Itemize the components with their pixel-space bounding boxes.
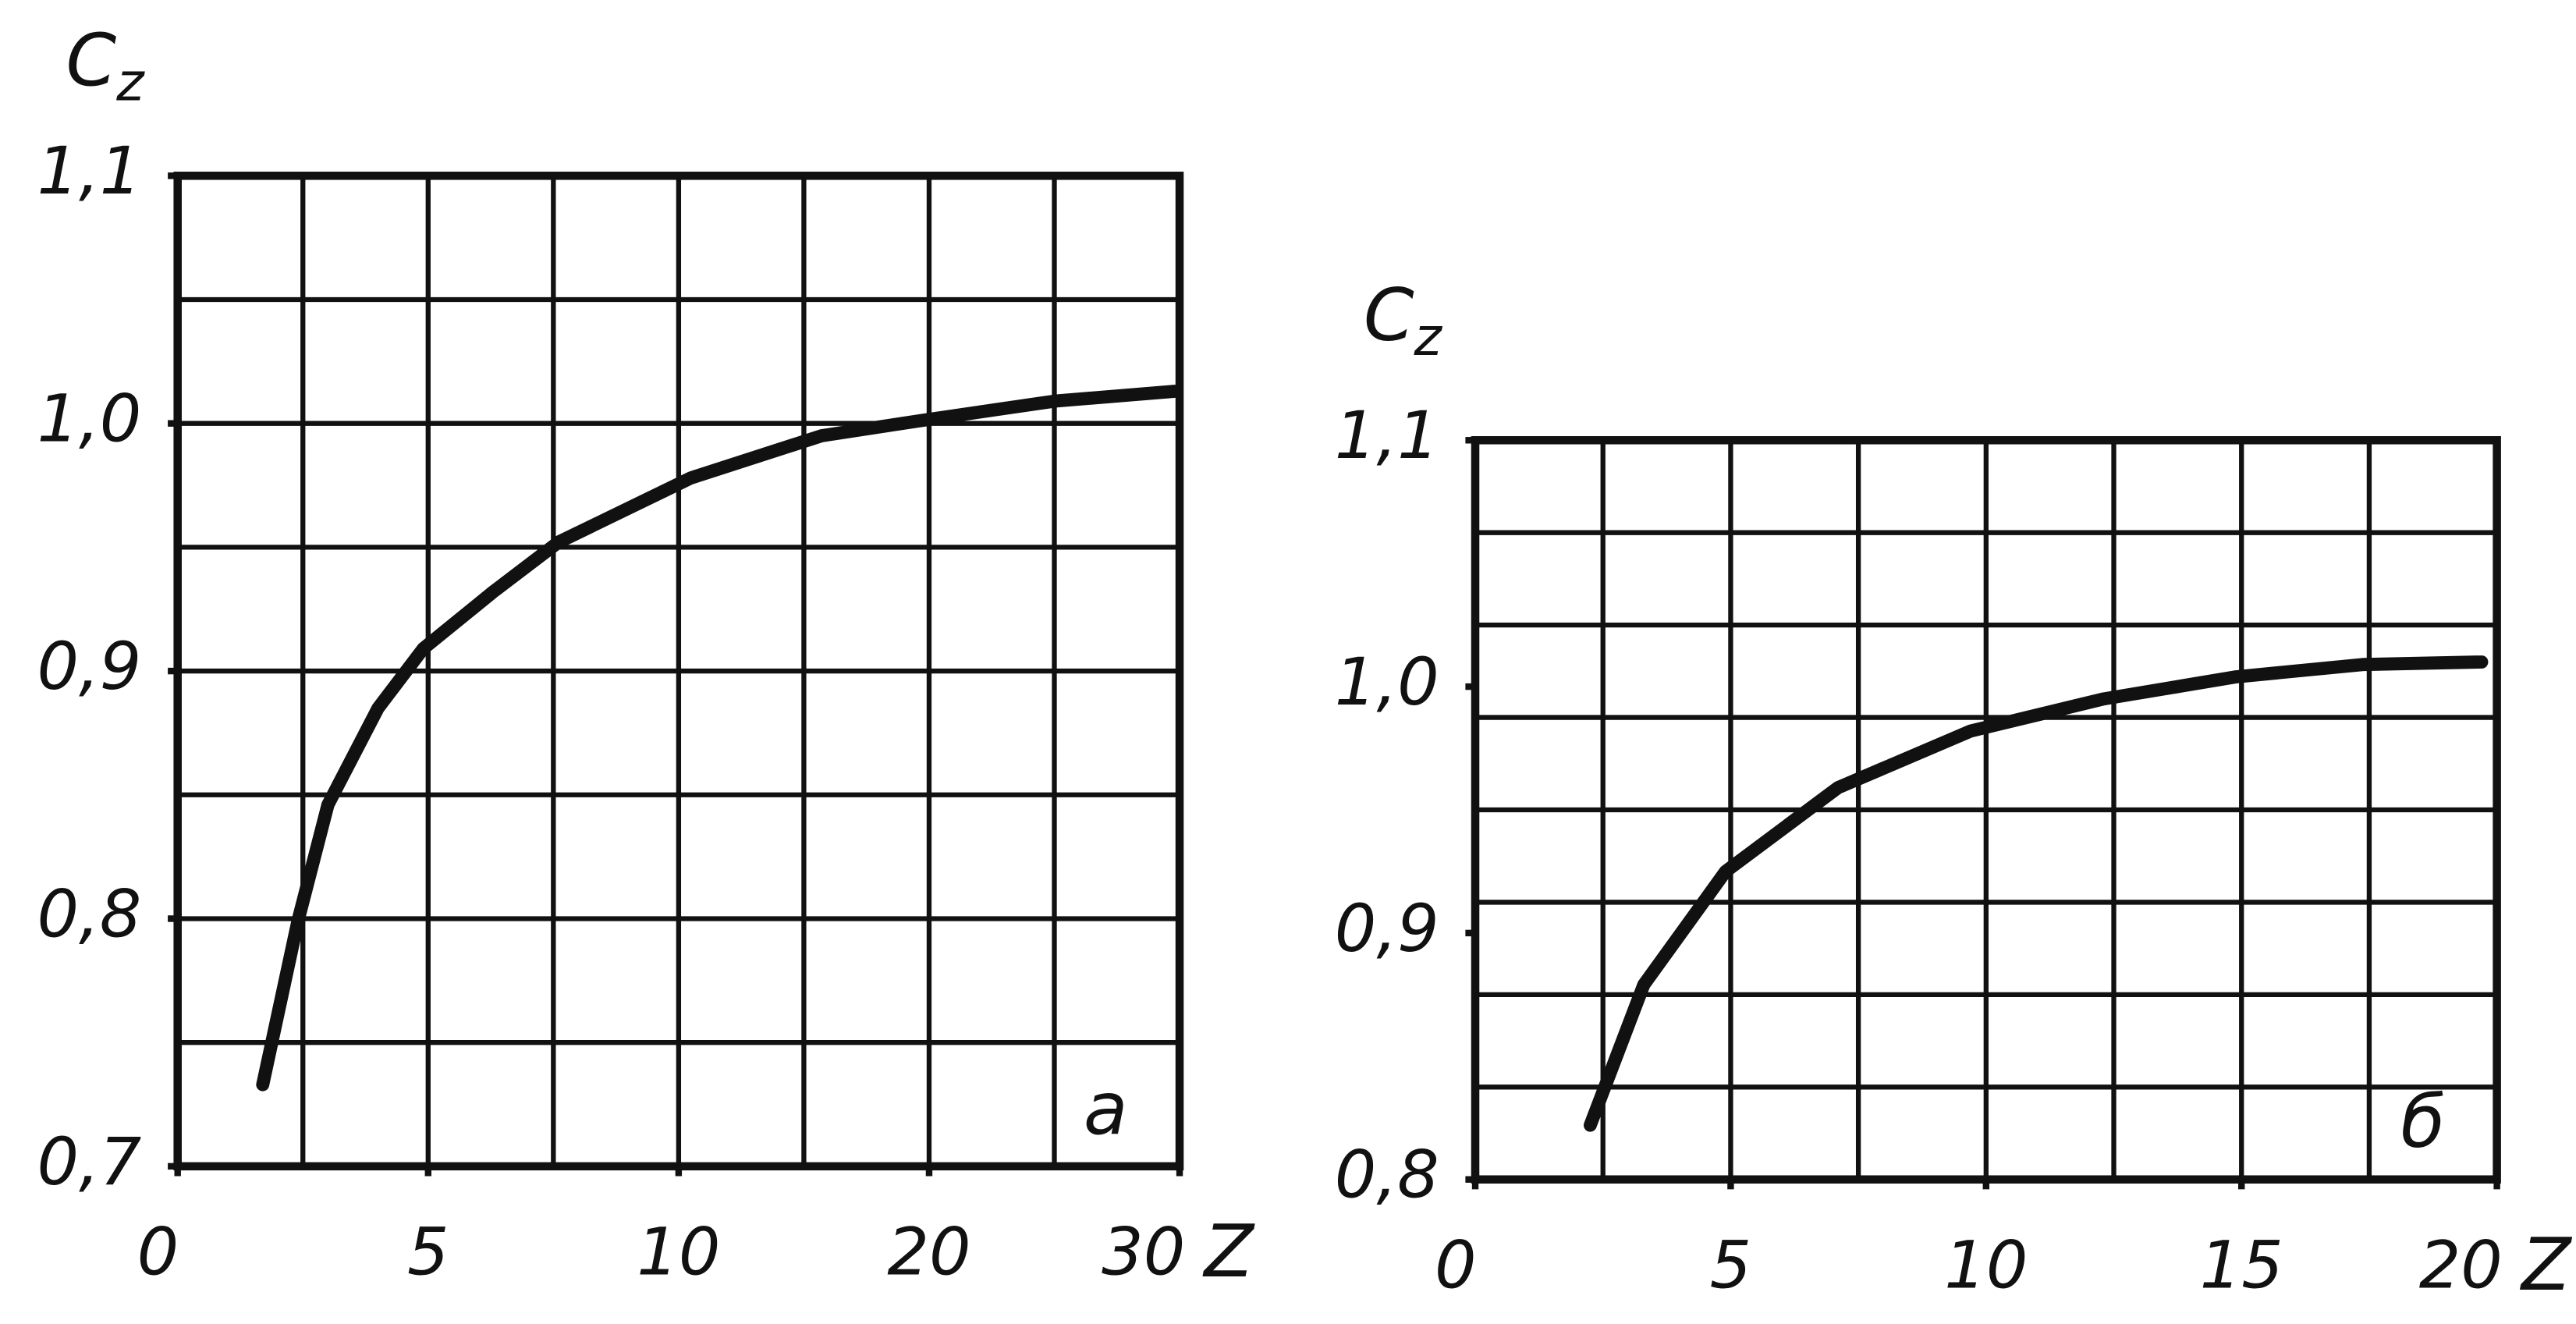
y-tick-label: 0,9 [37,628,141,705]
x-tick-label: 5 [1710,1226,1752,1303]
y-axis-label: Cz [66,19,146,112]
y-tick-label: 1,1 [1335,397,1439,474]
x-tick-label: 0 [137,1214,179,1290]
x-axis-label: Z [2519,1223,2573,1307]
x-tick-label: 0 [1435,1226,1477,1303]
x-axis-label: Z [1201,1209,1255,1294]
x-tick-label: 10 [637,1214,720,1290]
y-tick-label: 0,7 [37,1123,141,1200]
y-axis-label-sub: z [115,51,145,112]
y-axis-label-main: C [1364,273,1414,357]
x-tick-label: 20 [887,1214,970,1290]
y-tick-label: 1,1 [37,133,141,209]
y-tick-label: 0,8 [37,875,141,952]
panel-label: б [2400,1080,2445,1164]
y-tick-label: 1,0 [1335,644,1439,720]
panel-label: а [1084,1067,1128,1151]
x-tick-label: 15 [2200,1226,2283,1303]
y-axis-label-main: C [66,19,117,103]
y-tick-label: 1,0 [37,381,141,457]
y-axis-label-sub: z [1414,305,1443,367]
data-line [256,385,1182,1092]
x-tick-label: 20 [2419,1226,2503,1303]
x-tick-label: 10 [1944,1226,2028,1303]
x-tick-label: 5 [407,1214,449,1290]
data-line [1583,655,2489,1132]
y-tick-label: 0,9 [1335,890,1439,967]
x-tick-label: 30 [1102,1214,1185,1290]
y-tick-label: 0,8 [1335,1137,1439,1213]
y-axis-label: Cz [1364,273,1443,367]
